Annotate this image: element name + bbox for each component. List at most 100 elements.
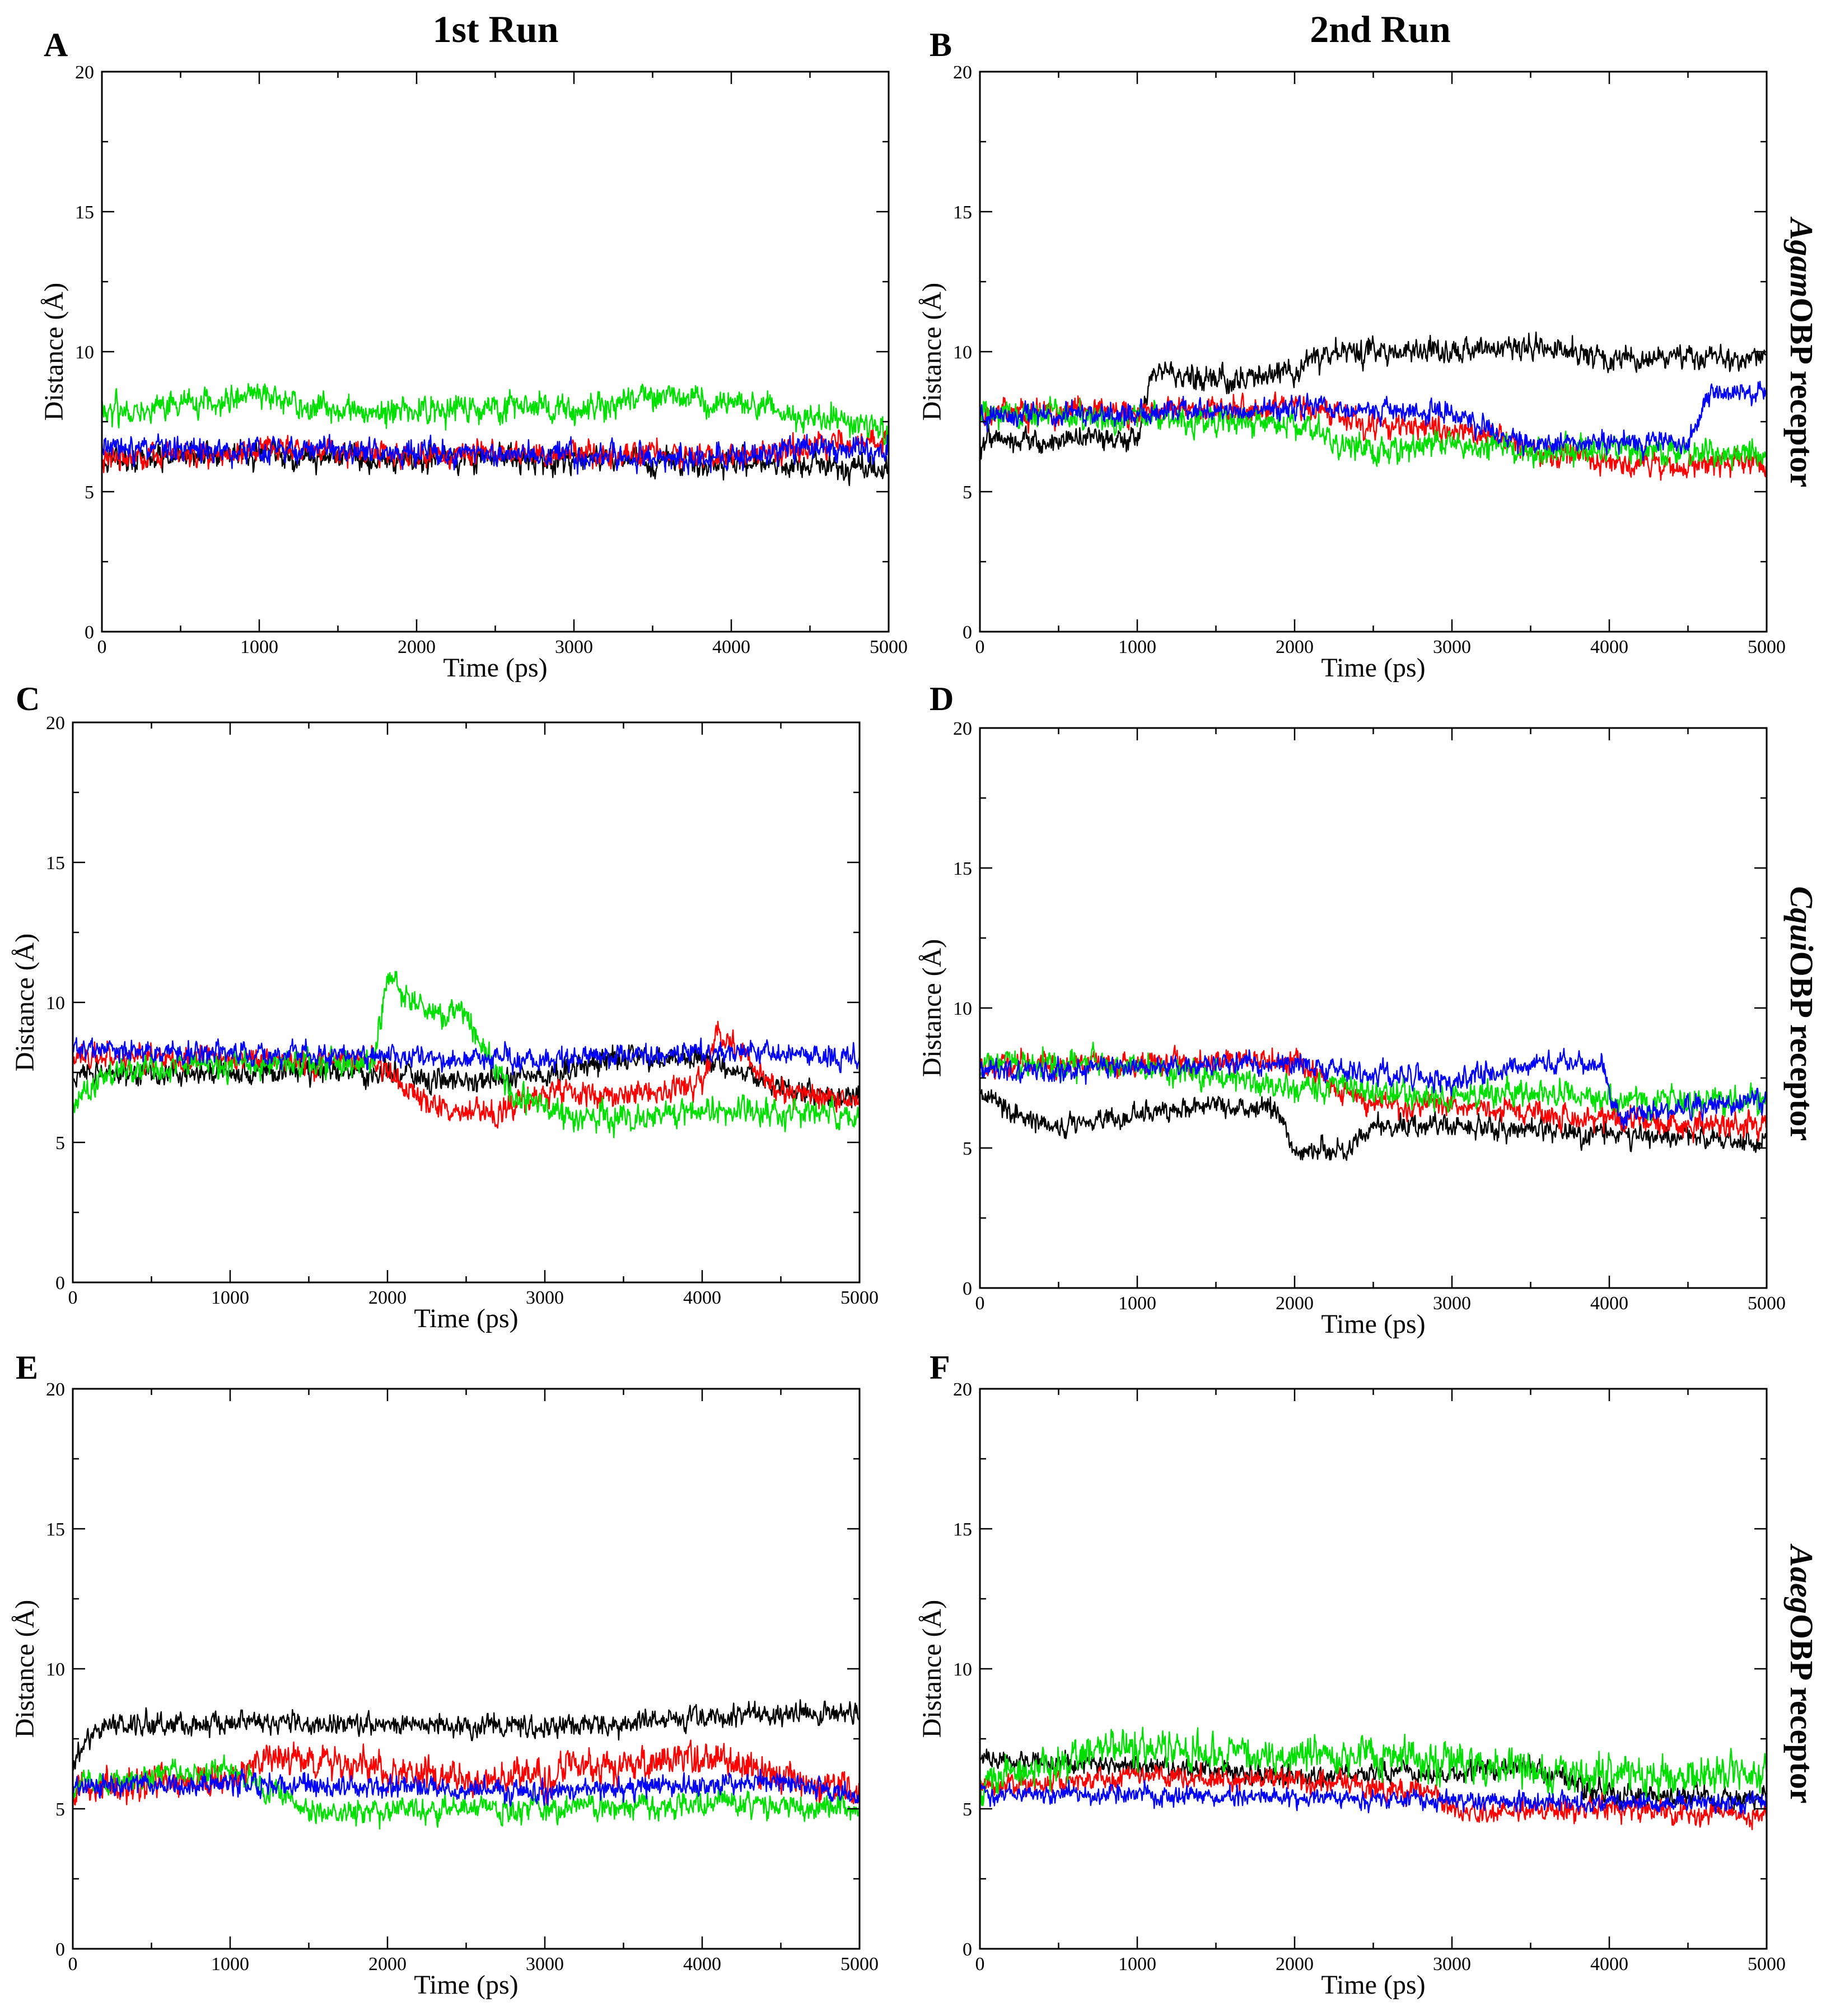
y-tick-label: 5 bbox=[55, 1799, 65, 1820]
y-tick-label: 20 bbox=[953, 1379, 972, 1400]
series-line-black bbox=[72, 1044, 860, 1109]
x-tick-label: 4000 bbox=[683, 1954, 721, 1975]
panel-letter: F bbox=[930, 1349, 950, 1386]
series-line-black bbox=[72, 1699, 861, 1771]
y-axis-label: Distance (Å) bbox=[39, 283, 69, 421]
series-group bbox=[979, 1041, 1768, 1161]
x-tick-label: 2000 bbox=[368, 1954, 407, 1975]
x-tick-label: 0 bbox=[97, 637, 107, 657]
series-group bbox=[101, 383, 890, 487]
tick-marks bbox=[979, 71, 1768, 633]
row-label-aaeg: AaegOBP receptor bbox=[1783, 1543, 1820, 1803]
y-tick-label: 20 bbox=[75, 62, 94, 83]
y-tick-label: 5 bbox=[963, 1138, 972, 1159]
y-tick-label: 15 bbox=[46, 853, 65, 874]
panel-letter: C bbox=[16, 680, 40, 717]
y-tick-label: 0 bbox=[55, 1273, 65, 1294]
x-tick-label: 4000 bbox=[1590, 637, 1628, 657]
x-tick-label: 1000 bbox=[1118, 637, 1156, 657]
panel-e: E 0 1000 2000 3000 4000 5000 0 5 10 15 20 Time (ps) D… bbox=[10, 1349, 879, 2000]
plot-frame bbox=[979, 727, 1768, 1289]
x-tick-label: 0 bbox=[68, 1287, 78, 1308]
x-tick-label: 0 bbox=[975, 1954, 985, 1975]
y-tick-label: 10 bbox=[953, 342, 972, 363]
y-tick-label: 20 bbox=[46, 1379, 65, 1400]
series-group bbox=[72, 970, 861, 1138]
panel-letter: B bbox=[930, 26, 952, 63]
x-tick-label: 0 bbox=[975, 1293, 985, 1314]
series-group bbox=[979, 332, 1768, 481]
y-tick-label: 5 bbox=[55, 1133, 65, 1154]
x-tick-label: 0 bbox=[68, 1954, 78, 1975]
panel-letter: A bbox=[44, 26, 68, 63]
y-tick-label: 10 bbox=[46, 1659, 65, 1680]
plot-frame bbox=[979, 1388, 1768, 1950]
series-line-blue bbox=[979, 381, 1768, 461]
x-tick-label: 2000 bbox=[1276, 1954, 1314, 1975]
x-tick-label: 1000 bbox=[240, 637, 278, 657]
panel-letter: D bbox=[930, 680, 954, 717]
panel-c: C 0 1000 2000 3000 4000 5000 0 5 10 15 20 Time (ps) D… bbox=[10, 680, 879, 1333]
x-tick-label: 0 bbox=[975, 637, 985, 657]
y-tick-label: 15 bbox=[46, 1519, 65, 1540]
panel-f: F 0 1000 2000 3000 4000 5000 0 5 10 15 20 Time (ps) D… bbox=[917, 1349, 1786, 2000]
x-axis-label: Time (ps) bbox=[1321, 653, 1425, 683]
series-line-green bbox=[101, 383, 890, 446]
series-line-blue bbox=[979, 1048, 1768, 1130]
x-tick-label: 5000 bbox=[1748, 1293, 1786, 1314]
x-tick-label: 1000 bbox=[1118, 1293, 1156, 1314]
y-tick-label: 5 bbox=[963, 482, 972, 503]
y-tick-label: 15 bbox=[75, 202, 94, 223]
y-tick-label: 15 bbox=[953, 1519, 972, 1540]
x-tick-label: 5000 bbox=[1748, 637, 1786, 657]
y-tick-label: 15 bbox=[953, 202, 972, 223]
tick-marks bbox=[72, 721, 861, 1284]
y-axis-label: Distance (Å) bbox=[917, 939, 947, 1077]
series-line-blue bbox=[101, 433, 890, 475]
y-tick-label: 10 bbox=[953, 1659, 972, 1680]
x-tick-label: 5000 bbox=[840, 1287, 879, 1308]
x-tick-label: 2000 bbox=[1276, 637, 1314, 657]
y-axis-label: Distance (Å) bbox=[917, 283, 947, 421]
x-tick-label: 1000 bbox=[211, 1287, 249, 1308]
y-tick-label: 20 bbox=[953, 718, 972, 739]
series-group bbox=[979, 1726, 1768, 1831]
y-tick-label: 0 bbox=[85, 622, 94, 643]
series-group bbox=[72, 1699, 861, 1830]
panel-b: B 0 1000 2000 3000 4000 5000 0 5 10 15 20 Time (ps) D… bbox=[917, 26, 1786, 683]
y-tick-label: 5 bbox=[963, 1799, 972, 1820]
y-tick-label: 20 bbox=[46, 713, 65, 734]
row-label-agam: AgamOBP receptor bbox=[1783, 217, 1820, 488]
col-title-1st-run: 1st Run bbox=[433, 8, 559, 50]
x-tick-label: 4000 bbox=[712, 637, 750, 657]
x-tick-label: 5000 bbox=[870, 637, 908, 657]
x-tick-label: 4000 bbox=[1590, 1293, 1628, 1314]
y-tick-label: 10 bbox=[953, 998, 972, 1019]
x-tick-label: 3000 bbox=[1433, 1293, 1471, 1314]
y-tick-label: 10 bbox=[46, 993, 65, 1014]
x-axis-label: Time (ps) bbox=[443, 653, 547, 683]
plot-frame bbox=[101, 71, 890, 633]
y-tick-label: 0 bbox=[963, 622, 972, 643]
y-axis-label: Distance (Å) bbox=[10, 934, 40, 1072]
x-tick-label: 1000 bbox=[1118, 1954, 1156, 1975]
series-line-black bbox=[979, 332, 1768, 460]
tick-marks bbox=[72, 1388, 861, 1950]
y-tick-label: 0 bbox=[55, 1939, 65, 1960]
panel-a: A 0 1000 2000 3000 4000 5000 0 5 10 15 20 Time (ps) D… bbox=[39, 26, 908, 683]
x-tick-label: 2000 bbox=[368, 1287, 407, 1308]
col-title-2nd-run: 2nd Run bbox=[1310, 8, 1450, 50]
x-tick-label: 5000 bbox=[1748, 1954, 1786, 1975]
y-tick-label: 15 bbox=[953, 858, 972, 879]
x-tick-label: 3000 bbox=[526, 1954, 564, 1975]
row-label-cqui: CquiOBP receptor bbox=[1783, 886, 1820, 1141]
panel-d: D 0 1000 2000 3000 4000 5000 0 5 10 15 20 Time (ps) D… bbox=[917, 680, 1786, 1339]
panel-letter: E bbox=[16, 1349, 38, 1386]
x-tick-label: 5000 bbox=[840, 1954, 879, 1975]
y-tick-label: 0 bbox=[963, 1278, 972, 1299]
plot-frame bbox=[72, 1388, 861, 1950]
y-tick-label: 5 bbox=[85, 482, 94, 503]
x-tick-label: 4000 bbox=[683, 1287, 721, 1308]
